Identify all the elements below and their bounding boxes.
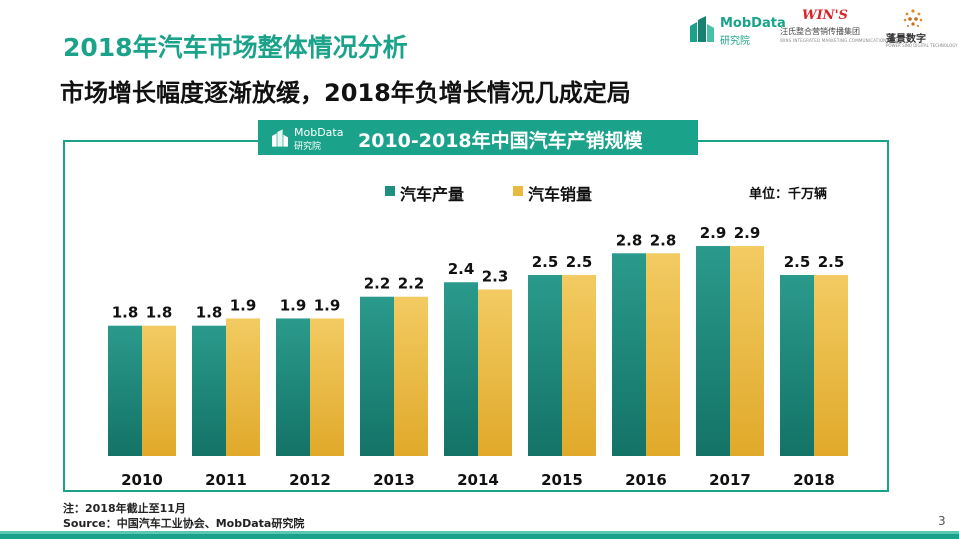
value-label-group: 1.8 1.8 1.8 1.9 1.9 1.9 2.2 2.2 2.4 2.3 2.5 2.5 2.8 2… [112,224,845,322]
wins-logo-en: WINS INTEGRATED MARKETING COMMUNICATION … [780,38,904,43]
mobdata-logo-icon [690,16,714,42]
pengjing-logo-icon [903,9,923,28]
page-title: 2018年汽车市场整体情况分析 [63,33,408,62]
bar-production-2012 [276,318,310,456]
x-tick-label-2014: 2014 [457,471,499,489]
bar-production-2013 [360,296,394,456]
x-tick-label-group: 2010 2011 2012 2013 2014 2015 2016 2017 2018 [121,471,835,489]
wins-logo-brand: WIN'S [802,8,848,23]
page-number: 3 [938,514,946,528]
pengjing-logo-cn: 蓬景数字 [886,34,926,45]
x-tick-label-2012: 2012 [289,471,331,489]
bottom-stripe [0,531,959,539]
x-tick-label-2015: 2015 [541,471,583,489]
x-tick-label-2016: 2016 [625,471,667,489]
pengjing-logo: 蓬景数字 POWER SINO DIGITAL TECHNOLOGY [886,8,958,52]
value-label-production-2018: 2.5 [784,253,811,271]
chart-header-logo: MobData 研究院 [270,126,356,152]
x-tick-label-2013: 2013 [373,471,415,489]
legend-label-production: 汽车产量 [400,185,465,204]
wins-logo-cn: 汪氏整合营销传播集团 [780,27,860,36]
bar-sales-2016 [646,253,680,456]
pengjing-logo-en: POWER SINO DIGITAL TECHNOLOGY [886,43,958,48]
chart-title: 2010-2018年中国汽车产销规模 [358,130,643,152]
chart-header: MobData 研究院 2010-2018年中国汽车产销规模 [258,120,698,155]
value-label-sales-2012: 1.9 [314,296,341,314]
x-tick-label-2018: 2018 [793,471,835,489]
chart-header-logo-icon [272,129,288,147]
legend-swatch-sales [513,186,523,196]
unit-label: 单位：千万辆 [749,187,828,202]
bar-sales-2017 [730,246,764,456]
value-label-production-2010: 1.8 [112,304,139,322]
mobdata-logo-brand: MobData [720,16,786,31]
bar-sales-2011 [226,318,260,456]
bar-production-2018 [780,275,814,456]
footnote: 注：2018年截止至11月 [63,502,186,515]
header-logos: MobData 研究院 WIN'S 汪氏整合营销传播集团 WINS INTEGR… [688,8,958,52]
bar-sales-2010 [142,325,176,456]
value-label-sales-2011: 1.9 [230,296,257,314]
value-label-sales-2010: 1.8 [146,304,173,322]
bar-sales-2014 [478,289,512,456]
value-label-production-2012: 1.9 [280,296,307,314]
source-note: Source：中国汽车工业协会、MobData研究院 [63,517,305,530]
chart-header-logo-sub: 研究院 [294,142,322,152]
value-label-production-2017: 2.9 [700,224,727,242]
chart-header-logo-brand: MobData [294,126,344,139]
bar-production-2014 [444,282,478,456]
value-label-production-2016: 2.8 [616,231,643,249]
value-label-sales-2014: 2.3 [482,267,509,285]
bar-group [108,246,848,456]
legend-swatch-production [385,186,395,196]
page-subtitle: 市场增长幅度逐渐放缓，2018年负增长情况几成定局 [60,79,631,107]
bar-sales-2018 [814,275,848,456]
value-label-production-2014: 2.4 [448,260,475,278]
value-label-sales-2018: 2.5 [818,253,845,271]
value-label-sales-2013: 2.2 [398,275,425,293]
bar-sales-2015 [562,275,596,456]
bar-production-2016 [612,253,646,456]
bar-production-2010 [108,325,142,456]
bar-production-2015 [528,275,562,456]
value-label-sales-2015: 2.5 [566,253,593,271]
value-label-sales-2017: 2.9 [734,224,761,242]
x-tick-label-2011: 2011 [205,471,247,489]
bar-production-2017 [696,246,730,456]
bar-sales-2012 [310,318,344,456]
bar-production-2011 [192,325,226,456]
x-tick-label-2017: 2017 [709,471,751,489]
value-label-production-2015: 2.5 [532,253,559,271]
value-label-production-2013: 2.2 [364,275,391,293]
value-label-sales-2016: 2.8 [650,231,677,249]
mobdata-logo-sub: 研究院 [720,36,750,47]
x-tick-label-2010: 2010 [121,471,163,489]
legend-label-sales: 汽车销量 [528,185,593,204]
value-label-production-2011: 1.8 [196,304,223,322]
bar-sales-2013 [394,296,428,456]
